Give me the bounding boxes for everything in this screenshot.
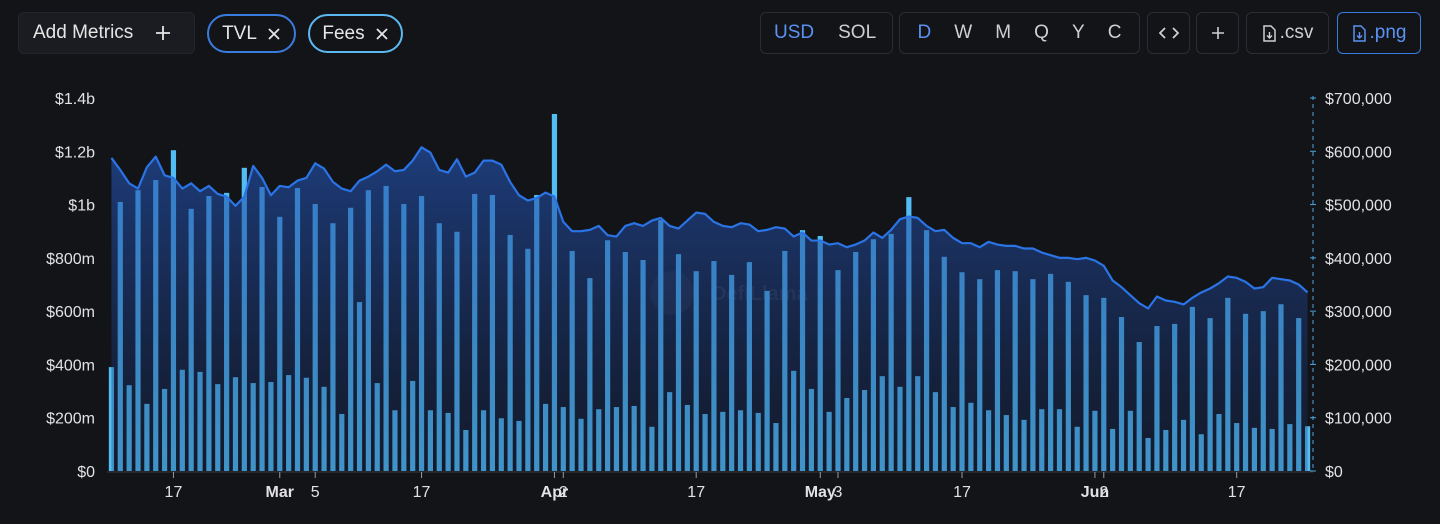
y2-tick-label: $500,000 [1325, 198, 1392, 215]
y-tick-label: $200m [46, 411, 95, 428]
x-tick-label: 3 [834, 484, 843, 501]
interval-option[interactable]: M [995, 22, 1012, 43]
metric-pill[interactable]: Fees [308, 14, 403, 53]
x-tick-label: 2 [1099, 484, 1108, 501]
plus-icon [156, 26, 171, 40]
x-tick-label: Mar [266, 484, 294, 501]
interval-option[interactable]: D [917, 22, 932, 43]
y2-tick-label: $200,000 [1325, 357, 1392, 374]
y2-tick-label: $700,000 [1325, 91, 1392, 108]
add-chart-button[interactable] [1196, 12, 1239, 54]
x-tick-label: 17 [413, 484, 431, 501]
embed-button[interactable] [1147, 12, 1190, 54]
metric-pill[interactable]: TVL [207, 14, 296, 53]
png-label: .png [1369, 22, 1407, 43]
plus-icon [1211, 27, 1224, 39]
y2-tick-label: $600,000 [1325, 144, 1392, 161]
interval-option[interactable]: W [954, 22, 973, 43]
add-metrics-label: Add Metrics [33, 22, 134, 43]
csv-label: .csv [1279, 22, 1314, 43]
currency-option[interactable]: USD [774, 22, 815, 43]
currency-option[interactable]: SOL [838, 22, 877, 43]
y2-tick-label: $0 [1325, 464, 1343, 481]
x-tick-label: Apr [541, 484, 569, 501]
interval-toggle: D W M Q Y C [899, 12, 1140, 54]
x-tick-label: 17 [953, 484, 971, 501]
csv-button[interactable]: .csv [1246, 12, 1329, 54]
close-icon[interactable] [267, 27, 281, 41]
file-icon [1262, 24, 1276, 42]
metric-pill-label: Fees [322, 22, 365, 44]
y-tick-label: $600m [46, 304, 95, 321]
y2-tick-label: $300,000 [1325, 304, 1392, 321]
x-tick-label: 2 [559, 484, 568, 501]
metric-pill-label: TVL [222, 22, 257, 44]
y2-tick-label: $100,000 [1325, 411, 1392, 428]
y2-tick-label: $400,000 [1325, 251, 1392, 268]
interval-option[interactable]: C [1107, 22, 1122, 43]
y-tick-label: $1.2b [55, 144, 95, 161]
x-tick-label: 17 [165, 484, 183, 501]
y-tick-label: $1b [68, 198, 95, 215]
close-icon[interactable] [375, 27, 389, 41]
tvl-line [110, 146, 1309, 310]
currency-toggle: USD SOL [760, 12, 893, 54]
x-tick-label: May [805, 484, 836, 501]
tvl-area [111, 147, 1308, 472]
interval-option[interactable]: Q [1034, 22, 1049, 43]
y-tick-label: $400m [46, 357, 95, 374]
add-metrics-button[interactable]: Add Metrics [18, 12, 195, 54]
interval-option[interactable]: Y [1071, 22, 1085, 43]
file-icon [1352, 24, 1366, 42]
x-tick-label: 5 [311, 484, 320, 501]
png-button[interactable]: .png [1337, 12, 1421, 54]
code-icon [1158, 27, 1179, 39]
x-tick-label: 17 [687, 484, 705, 501]
x-tick-label: 17 [1228, 484, 1246, 501]
y-tick-label: $800m [46, 251, 95, 268]
y-tick-label: $1.4b [55, 91, 95, 108]
x-tick-label: Jun [1081, 484, 1109, 501]
y-tick-label: $0 [77, 464, 95, 481]
